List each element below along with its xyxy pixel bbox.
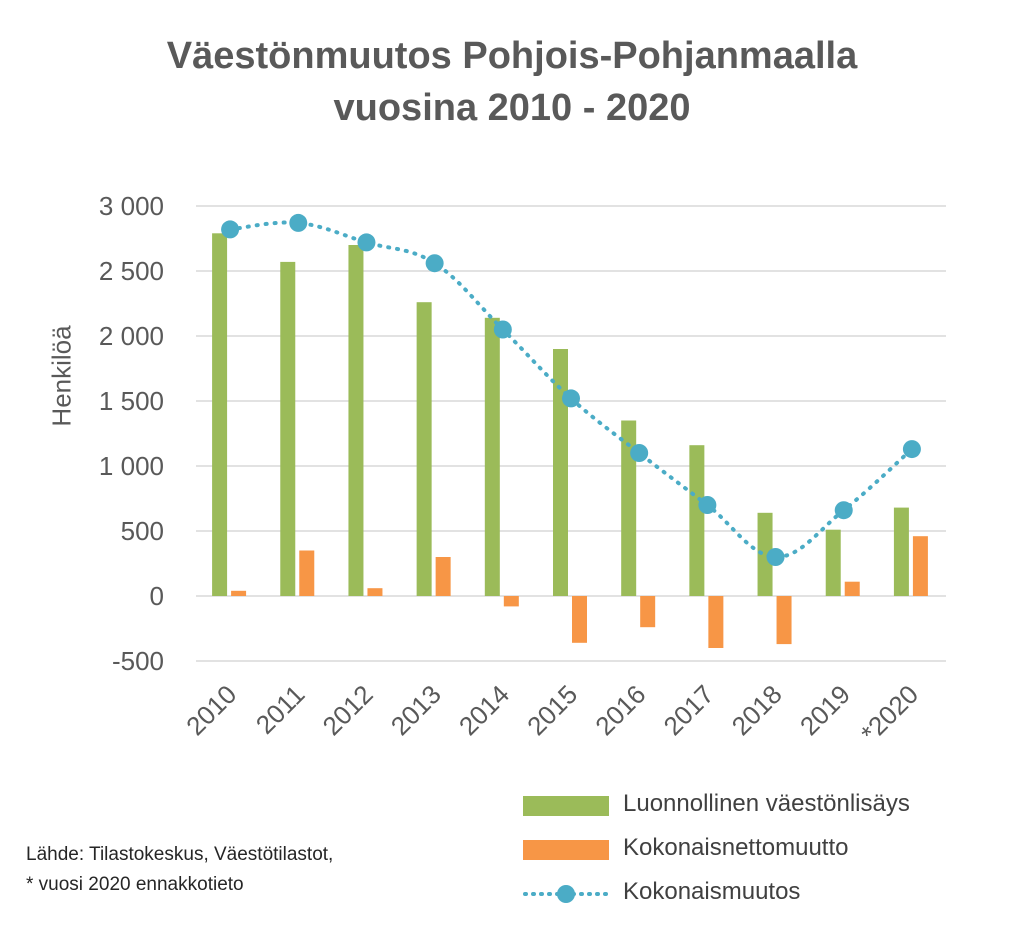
bar-natural-increase (757, 512, 773, 596)
chart-title: Väestönmuutos Pohjois-Pohjanmaalla vuosi… (0, 30, 1024, 134)
line-point-total-change (562, 389, 580, 408)
bar-natural-increase (484, 317, 500, 596)
y-tick-label: -500 (112, 646, 164, 676)
line-point-total-change (766, 548, 785, 566)
legend-swatch-green (523, 796, 609, 816)
bar-net-migration (708, 596, 724, 648)
y-tick-label: 3 000 (99, 191, 164, 221)
x-tick-label: 2017 (657, 679, 719, 741)
bar-natural-increase (893, 507, 909, 596)
x-tick-label: *2020 (855, 679, 924, 748)
line-point-total-change (221, 220, 240, 239)
y-tick-label: 1 000 (99, 451, 164, 481)
line-point-total-change (902, 440, 921, 459)
legend-item-green: Luonnollinen väestönlisäys (523, 786, 963, 826)
x-tick-label: 2010 (180, 679, 242, 741)
line-point-total-change (425, 254, 444, 273)
line-point-total-change (698, 496, 717, 514)
legend-item-line: Kokonaismuutos (523, 874, 963, 914)
x-tick-label: 2014 (453, 679, 515, 741)
bar-net-migration (231, 590, 247, 596)
source-line-1: Lähde: Tilastokeskus, Väestötilastot, (26, 844, 334, 865)
legend-marker (557, 885, 575, 903)
bar-natural-increase (553, 349, 568, 596)
legend-label-green: Luonnollinen väestönlisäys (623, 790, 910, 817)
bar-natural-increase (212, 233, 228, 597)
x-tick-label: 2012 (317, 679, 379, 741)
x-tick-label: 2016 (589, 679, 651, 741)
line-point-total-change (834, 501, 853, 520)
legend-line-marker (523, 885, 609, 903)
y-tick-label: 500 (121, 516, 164, 546)
chart-title-line-2: vuosina 2010 - 2020 (333, 87, 691, 129)
x-tick-label: 2011 (250, 679, 311, 740)
line-point-total-change (357, 233, 376, 252)
bar-net-migration (640, 596, 656, 628)
x-tick-label: 2019 (794, 679, 856, 741)
bar-net-migration (844, 581, 860, 596)
legend-label-orange: Kokonaisnettomuutto (623, 834, 849, 861)
bar-natural-increase (621, 420, 637, 596)
line-point-total-change (630, 444, 649, 462)
line-total-change (228, 220, 914, 560)
bar-net-migration (776, 596, 792, 645)
bar-net-migration (912, 536, 928, 596)
line-point-total-change (289, 213, 308, 232)
bar-net-migration (572, 596, 587, 643)
bar-natural-increase (416, 302, 432, 596)
y-tick-label: 1 500 (99, 386, 164, 416)
x-tick-label: 2018 (726, 679, 788, 741)
bar-natural-increase (280, 261, 296, 596)
x-tick-label: 2015 (521, 679, 583, 741)
bar-natural-increase (689, 445, 705, 596)
legend-item-orange: Kokonaisnettomuutto (523, 830, 963, 870)
source-line-2: * vuosi 2020 ennakkotieto (26, 874, 244, 895)
bar-natural-increase (825, 529, 841, 596)
y-tick-label: 2 000 (99, 321, 164, 351)
y-tick-label: 0 (150, 581, 164, 611)
line-point-total-change (493, 320, 512, 339)
bar-net-migration (435, 557, 451, 596)
chart-title-line-1: Väestönmuutos Pohjois-Pohjanmaalla (166, 35, 858, 77)
y-tick-label: 2 500 (99, 256, 164, 286)
x-tick-label: 2013 (385, 679, 447, 741)
bar-net-migration (367, 588, 383, 596)
legend-label-line: Kokonaismuutos (623, 878, 801, 905)
bar-net-migration (503, 596, 519, 607)
legend-swatch-orange (523, 840, 609, 860)
bar-natural-increase (348, 245, 364, 596)
bar-net-migration (299, 550, 315, 596)
source-note: Lähde: Tilastokeskus, Väestötilastot, * … (26, 840, 333, 900)
